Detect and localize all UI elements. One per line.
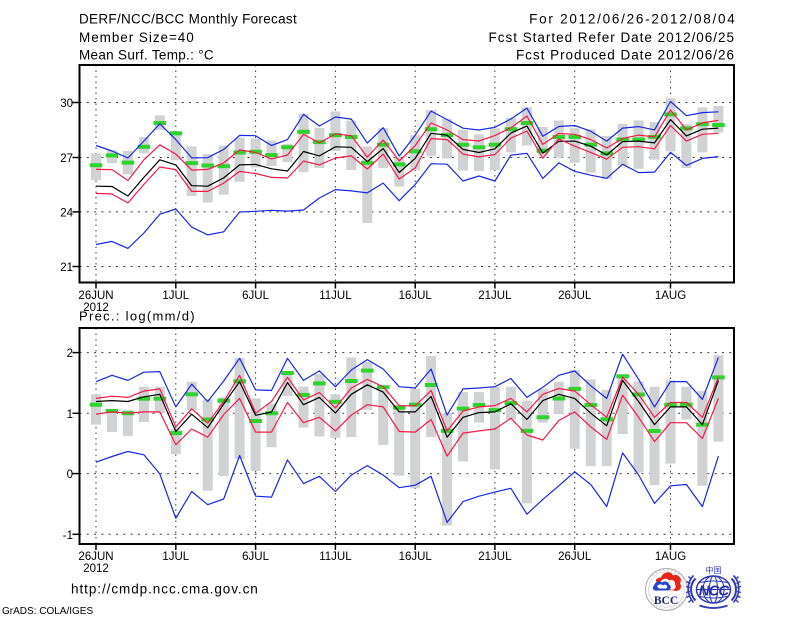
svg-text:21: 21	[60, 262, 73, 274]
svg-text:For 2012/06/26-2012/08/04: For 2012/06/26-2012/08/04	[529, 12, 736, 27]
svg-text:Prec.: log(mm/d): Prec.: log(mm/d)	[79, 309, 196, 324]
svg-text:2: 2	[67, 348, 73, 360]
svg-text:2012: 2012	[83, 563, 109, 575]
svg-text:0: 0	[67, 469, 73, 481]
svg-text:1AUG: 1AUG	[655, 290, 686, 302]
svg-text:30: 30	[60, 98, 73, 110]
svg-text:1AUG: 1AUG	[655, 551, 686, 563]
svg-text:26JUL: 26JUL	[558, 290, 592, 302]
svg-text:Fcst Started Refer Date 2012/0: Fcst Started Refer Date 2012/06/25	[489, 30, 735, 45]
svg-text:11JUL: 11JUL	[319, 290, 352, 302]
svg-text:DERF/NCC/BCC Monthly Forecast: DERF/NCC/BCC Monthly Forecast	[79, 12, 297, 27]
svg-text:26JUL: 26JUL	[558, 551, 592, 563]
svg-text:24: 24	[60, 207, 73, 219]
svg-text:21JUL: 21JUL	[478, 290, 512, 302]
svg-text:1JUL: 1JUL	[162, 290, 189, 302]
svg-text:26JUN: 26JUN	[78, 290, 113, 302]
svg-text:Mean Surf. Temp.: °C: Mean Surf. Temp.: °C	[79, 48, 214, 63]
svg-text:2012: 2012	[83, 302, 109, 314]
svg-text:16JUL: 16JUL	[399, 551, 433, 563]
svg-text:Fcst Produced Date 2012/06/26: Fcst Produced Date 2012/06/26	[516, 48, 735, 63]
svg-text:27: 27	[60, 153, 73, 165]
svg-text:-1: -1	[63, 530, 73, 542]
svg-text:16JUL: 16JUL	[399, 290, 433, 302]
svg-text:中国: 中国	[706, 565, 722, 575]
svg-text:21JUL: 21JUL	[478, 551, 512, 563]
svg-text:Member Size=40: Member Size=40	[79, 30, 195, 45]
svg-text:http://cmdp.ncc.cma.gov.cn: http://cmdp.ncc.cma.gov.cn	[71, 582, 259, 597]
svg-text:11JUL: 11JUL	[319, 551, 352, 563]
svg-text:BCC: BCC	[654, 595, 678, 607]
svg-text:6JUL: 6JUL	[242, 290, 269, 302]
svg-text:NCC: NCC	[699, 583, 731, 600]
svg-text:1JUL: 1JUL	[162, 551, 189, 563]
svg-text:1: 1	[67, 409, 73, 421]
svg-text:6JUL: 6JUL	[242, 551, 269, 563]
svg-text:26JUN: 26JUN	[78, 551, 113, 563]
svg-text:GrADS: COLA/IGES: GrADS: COLA/IGES	[2, 606, 93, 617]
